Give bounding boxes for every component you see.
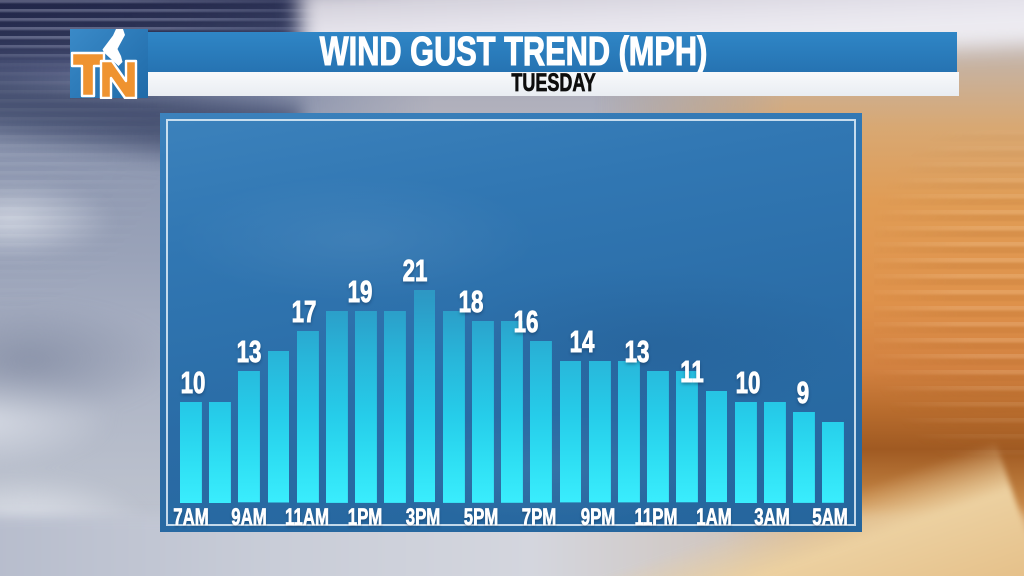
- x-axis-label: 7AM: [172, 504, 209, 531]
- bar-value-label: 21: [402, 253, 428, 289]
- bar-7am: [180, 401, 202, 503]
- bar-6pm: [501, 320, 523, 503]
- x-axis-label: 11PM: [634, 504, 678, 531]
- x-axis-label: 11AM: [284, 504, 329, 531]
- x-axis-label: 3PM: [405, 504, 441, 531]
- bar-value-label: 10: [180, 364, 206, 400]
- logo-letter-t: [70, 51, 106, 98]
- bar-8pm: [559, 361, 582, 503]
- bar-4pm: [442, 310, 465, 503]
- bar-value-label: 10: [735, 364, 761, 400]
- orange-cloud-streaks: [874, 130, 1024, 460]
- bar-8am: [209, 401, 231, 503]
- x-axis-label: 5PM: [463, 504, 499, 531]
- logo-letter-n: [99, 59, 138, 100]
- bar-value-label: 16: [513, 303, 539, 339]
- chart-title: WIND GUST TREND (MPH): [319, 28, 708, 75]
- bar-3pm: [413, 290, 436, 503]
- bar-value-label: 19: [347, 273, 373, 309]
- bar-5pm: [472, 320, 494, 503]
- lightning-bolt-icon: [102, 29, 125, 66]
- title-bar: WIND GUST TREND (MPH): [70, 28, 957, 75]
- bar-9am: [238, 371, 261, 503]
- bar-4am: [793, 411, 815, 503]
- bar-5am: [822, 421, 845, 503]
- bar-12pm: [326, 310, 348, 503]
- bar-9pm: [588, 361, 611, 503]
- bar-chart: 10 13 17 19 21 18 16 14 13 11 10 9 7AM 9AM 11AM 1PM 3PM 5…: [160, 113, 862, 532]
- bar-2pm: [384, 310, 407, 503]
- x-axis-label: 9AM: [230, 504, 267, 531]
- chart-subtitle: TUESDAY: [511, 69, 596, 98]
- station-logo: [70, 29, 148, 100]
- tn-logo-icon: [70, 29, 138, 100]
- bar-12am: [676, 371, 699, 503]
- x-axis-label: 1PM: [347, 504, 383, 531]
- chart-panel-border: [166, 119, 856, 526]
- bar-11pm: [647, 371, 669, 503]
- bar-1am: [705, 391, 728, 503]
- bar-value-label: 9: [797, 374, 810, 410]
- bar-3am: [764, 401, 786, 503]
- x-axis-label: 1AM: [696, 504, 732, 531]
- bar-10pm: [618, 361, 640, 503]
- bar-value-label: 18: [458, 283, 484, 319]
- x-axis-label: 3AM: [754, 504, 790, 531]
- bar-7pm: [530, 340, 553, 503]
- subtitle-bar: TUESDAY: [148, 69, 959, 98]
- bar-value-label: 13: [624, 334, 650, 370]
- bar-value-label: 14: [569, 324, 594, 360]
- bar-10am: [267, 351, 290, 503]
- bar-1pm: [355, 310, 377, 503]
- chart-panel: 10 13 17 19 21 18 16 14 13 11 10 9 7AM 9AM 11AM 1PM 3PM 5…: [160, 113, 862, 532]
- bar-value-label: 11: [680, 354, 705, 390]
- bar-value-label: 17: [291, 293, 317, 329]
- x-axis-label: 7PM: [522, 504, 557, 531]
- bar-2am: [734, 401, 757, 503]
- bar-11am: [296, 330, 319, 503]
- x-axis-label: 5AM: [812, 504, 848, 531]
- bar-value-label: 13: [236, 334, 262, 370]
- x-axis-label: 9PM: [580, 504, 615, 531]
